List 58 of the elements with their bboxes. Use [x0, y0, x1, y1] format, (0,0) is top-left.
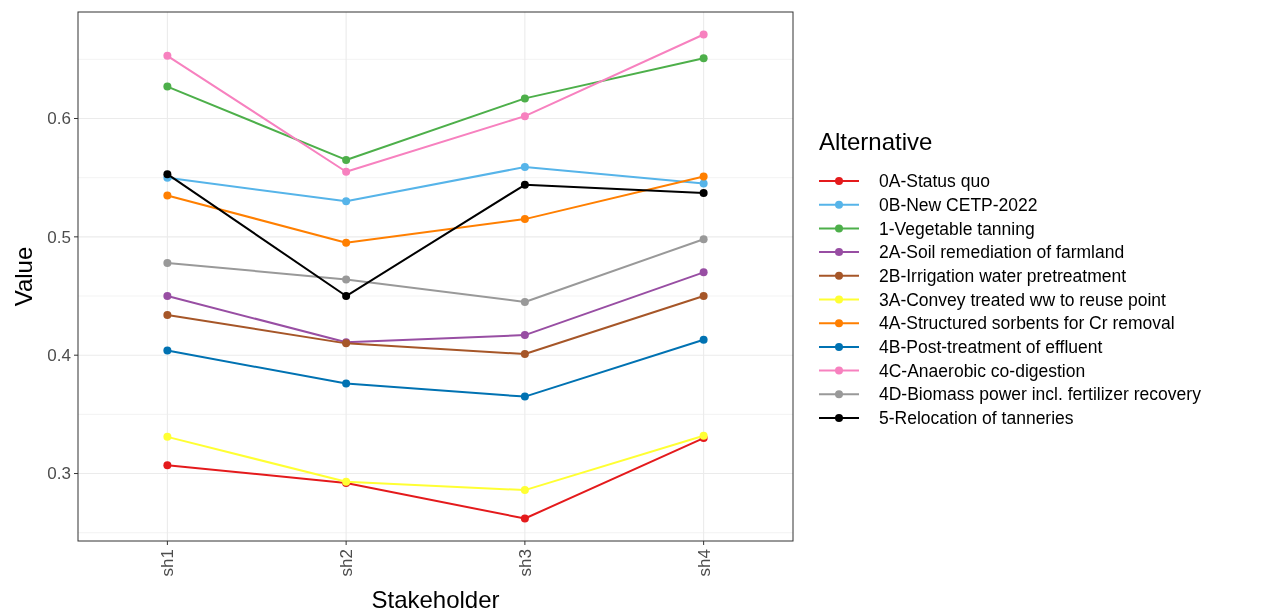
point	[342, 167, 351, 176]
legend-label: 0A-Status quo	[879, 171, 990, 192]
legend-label: 2A-Soil remediation of farmland	[879, 242, 1125, 263]
point	[163, 461, 172, 470]
point	[342, 379, 351, 388]
legend-label: 4B-Post-treatment of effluent	[879, 337, 1103, 358]
legend-label: 3A-Convey treated ww to reuse point	[879, 289, 1167, 310]
point	[163, 191, 172, 200]
y-tick-label: 0.4	[47, 346, 71, 366]
x-axis-title: Stakeholder	[371, 586, 500, 611]
point	[163, 82, 172, 91]
point	[342, 292, 351, 301]
point	[163, 310, 172, 319]
point	[699, 189, 708, 198]
point	[520, 112, 529, 121]
x-tick-label: sh4	[694, 549, 714, 577]
point	[699, 335, 708, 344]
point	[520, 180, 529, 189]
point	[520, 94, 529, 103]
y-tick-label: 0.5	[47, 227, 71, 247]
point	[520, 215, 529, 224]
point	[520, 350, 529, 359]
point	[163, 292, 172, 301]
point	[342, 275, 351, 284]
legend-label: 4A-Structured sorbents for Cr removal	[879, 313, 1175, 334]
legend-title: Alternative	[819, 128, 933, 155]
point	[699, 172, 708, 181]
point	[520, 331, 529, 340]
point	[699, 179, 708, 188]
point	[699, 30, 708, 39]
point	[699, 54, 708, 63]
point	[163, 51, 172, 60]
y-axis-title: Value	[10, 246, 37, 307]
legend-label: 0B-New CETP-2022	[879, 194, 1038, 215]
y-tick-label: 0.6	[47, 109, 71, 129]
x-tick-label: sh2	[337, 549, 357, 577]
point	[163, 432, 172, 441]
point	[520, 297, 529, 306]
x-tick-label: sh1	[158, 549, 178, 577]
point	[342, 238, 351, 247]
x-tick-label: sh3	[515, 549, 535, 577]
point	[520, 486, 529, 495]
point	[342, 155, 351, 164]
point	[163, 258, 172, 267]
point	[520, 392, 529, 401]
y-tick-label: 0.3	[47, 464, 71, 484]
legend-label: 5-Relocation of tanneries	[879, 408, 1074, 429]
legend-label: 2B-Irrigation water pretreatment	[879, 265, 1127, 286]
point	[699, 268, 708, 277]
point	[699, 292, 708, 301]
point	[699, 235, 708, 244]
point	[520, 514, 529, 523]
point	[342, 197, 351, 206]
legend-label: 4C-Anaerobic co-digestion	[879, 360, 1086, 381]
point	[163, 346, 172, 355]
point	[520, 163, 529, 172]
legend-label: 4D-Biomass power incl. fertilizer recovery	[879, 384, 1202, 405]
legend-label: 1-Vegetable tanning	[879, 218, 1035, 239]
